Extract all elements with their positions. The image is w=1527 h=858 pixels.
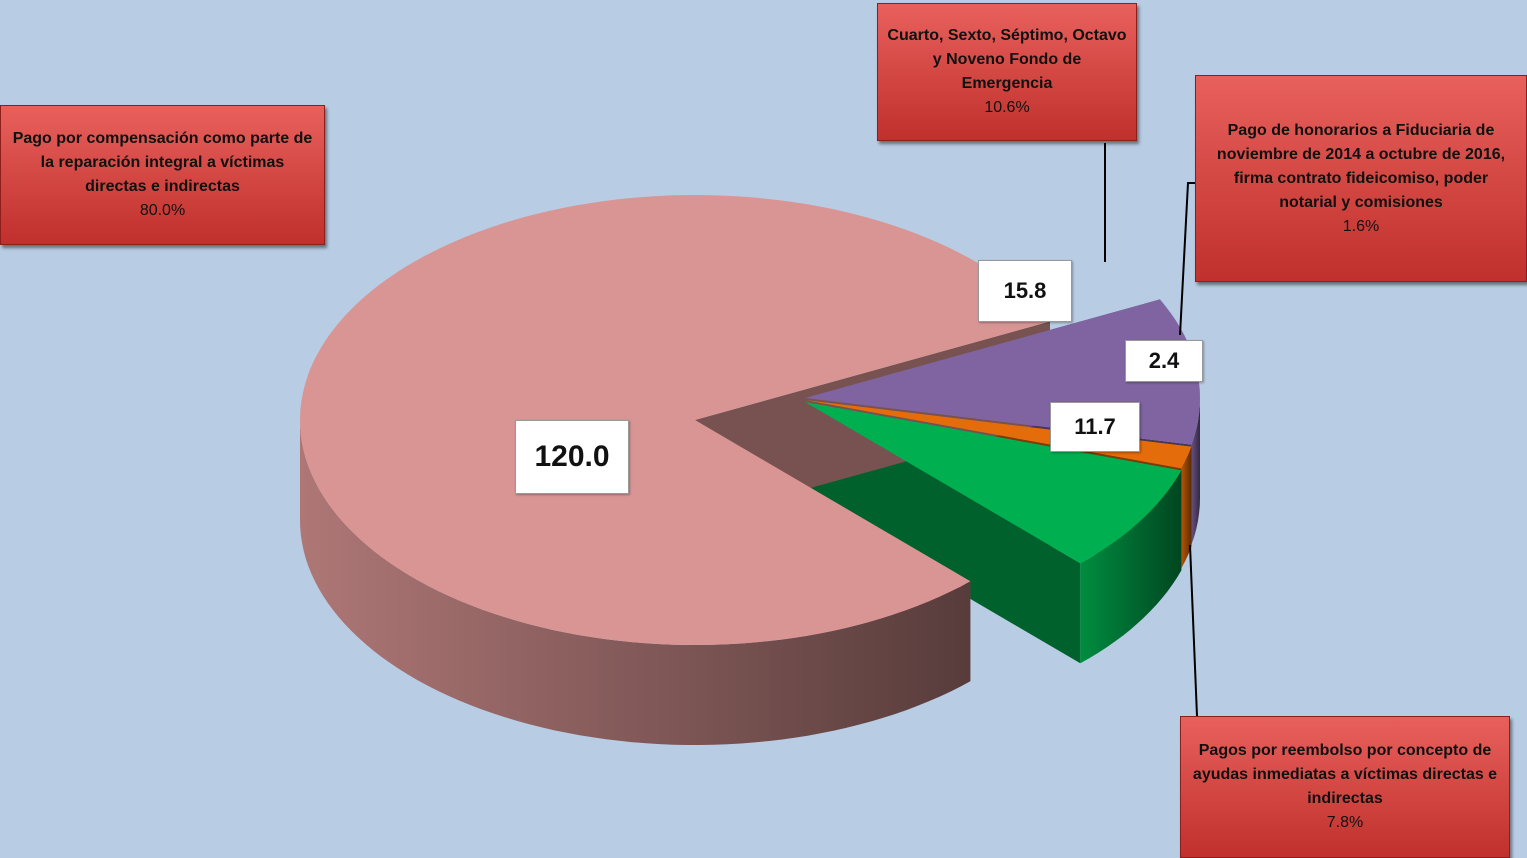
category-label: Cuarto, Sexto, Séptimo, Octavo y Noveno …: [887, 27, 1127, 92]
slice-side: [300, 420, 971, 745]
callout: Pagos por reembolso por concepto de ayud…: [1180, 716, 1510, 858]
value-label: 11.7: [1050, 402, 1140, 452]
value-label: 15.8: [978, 260, 1072, 322]
value-label: 120.0: [515, 420, 629, 494]
slice: [805, 402, 1182, 564]
percentage-label: 80.0%: [139, 202, 186, 219]
percentage-label: 7.8%: [1326, 814, 1364, 831]
pie: [300, 195, 1200, 745]
slice-side: [1181, 446, 1192, 569]
slice-side: [1080, 470, 1182, 664]
category-label: Pago de honorarios a Fiduciaria de novie…: [1216, 121, 1506, 211]
slice: [300, 195, 1051, 645]
slice-side: [1191, 398, 1200, 545]
category-label: Pago por compensación como parte de la r…: [12, 130, 313, 195]
percentage-label: 10.6%: [984, 99, 1030, 116]
callout: Pago de honorarios a Fiduciaria de novie…: [1195, 75, 1527, 282]
category-label: Pagos por reembolso por concepto de ayud…: [1192, 742, 1498, 807]
leader-line: [1189, 544, 1198, 717]
callout: Cuarto, Sexto, Séptimo, Octavo y Noveno …: [877, 3, 1137, 141]
leader-line: [1179, 182, 1195, 336]
value-label: 2.4: [1125, 340, 1203, 382]
percentage-label: 1.6%: [1342, 217, 1380, 235]
callout: Pago por compensación como parte de la r…: [0, 105, 325, 245]
